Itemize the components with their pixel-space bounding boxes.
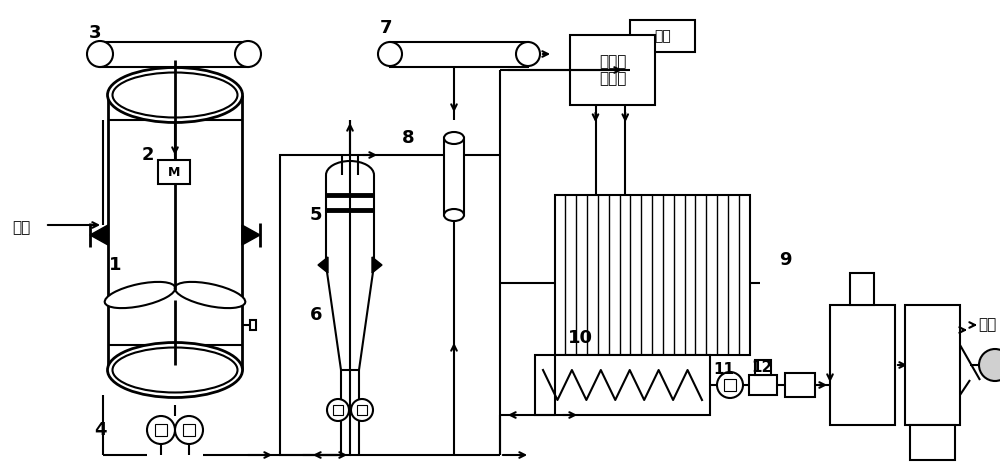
Text: 8: 8: [402, 129, 414, 147]
Text: 4: 4: [94, 421, 106, 439]
Bar: [158, 160, 190, 184]
Text: 11: 11: [714, 363, 734, 377]
Bar: [155, 424, 167, 436]
Circle shape: [516, 42, 540, 66]
Polygon shape: [242, 225, 260, 245]
Bar: [390, 42, 528, 67]
Ellipse shape: [105, 282, 175, 308]
Bar: [444, 138, 464, 215]
Circle shape: [175, 416, 203, 444]
Circle shape: [717, 372, 743, 398]
Bar: [749, 375, 777, 395]
Polygon shape: [90, 225, 108, 245]
Bar: [357, 405, 367, 415]
Circle shape: [327, 399, 349, 421]
Bar: [555, 195, 750, 355]
Text: 6: 6: [310, 306, 322, 324]
Polygon shape: [318, 257, 328, 273]
Bar: [333, 405, 343, 415]
Text: 12: 12: [751, 360, 773, 376]
Bar: [183, 424, 195, 436]
Ellipse shape: [444, 209, 464, 221]
Bar: [100, 42, 248, 67]
Text: M: M: [168, 166, 180, 178]
Circle shape: [147, 416, 175, 444]
Text: 2: 2: [142, 146, 154, 164]
Text: 1: 1: [109, 256, 121, 274]
Bar: [910, 425, 955, 460]
Bar: [850, 273, 874, 305]
Text: 7: 7: [380, 19, 392, 37]
Text: 真空: 真空: [654, 29, 671, 43]
Bar: [630, 20, 695, 52]
Ellipse shape: [108, 68, 242, 122]
Polygon shape: [372, 257, 382, 273]
Bar: [535, 355, 710, 415]
Bar: [724, 379, 736, 391]
Circle shape: [979, 349, 1000, 381]
Circle shape: [351, 399, 373, 421]
Bar: [830, 305, 895, 425]
Ellipse shape: [175, 282, 245, 308]
Bar: [785, 373, 815, 397]
Bar: [250, 320, 256, 330]
Text: 10: 10: [568, 329, 592, 347]
Text: 9: 9: [779, 251, 791, 269]
Bar: [280, 155, 350, 455]
Bar: [570, 35, 655, 105]
Circle shape: [235, 41, 261, 67]
Bar: [755, 360, 771, 375]
Text: 产品: 产品: [978, 317, 996, 333]
Circle shape: [378, 42, 402, 66]
Text: 原料: 原料: [12, 220, 30, 236]
Ellipse shape: [108, 343, 242, 397]
Text: 3: 3: [89, 24, 101, 42]
Circle shape: [87, 41, 113, 67]
Text: 5: 5: [310, 206, 322, 224]
Bar: [905, 305, 960, 425]
Text: 发泡剂
添加剂: 发泡剂 添加剂: [599, 54, 626, 86]
Ellipse shape: [444, 132, 464, 144]
